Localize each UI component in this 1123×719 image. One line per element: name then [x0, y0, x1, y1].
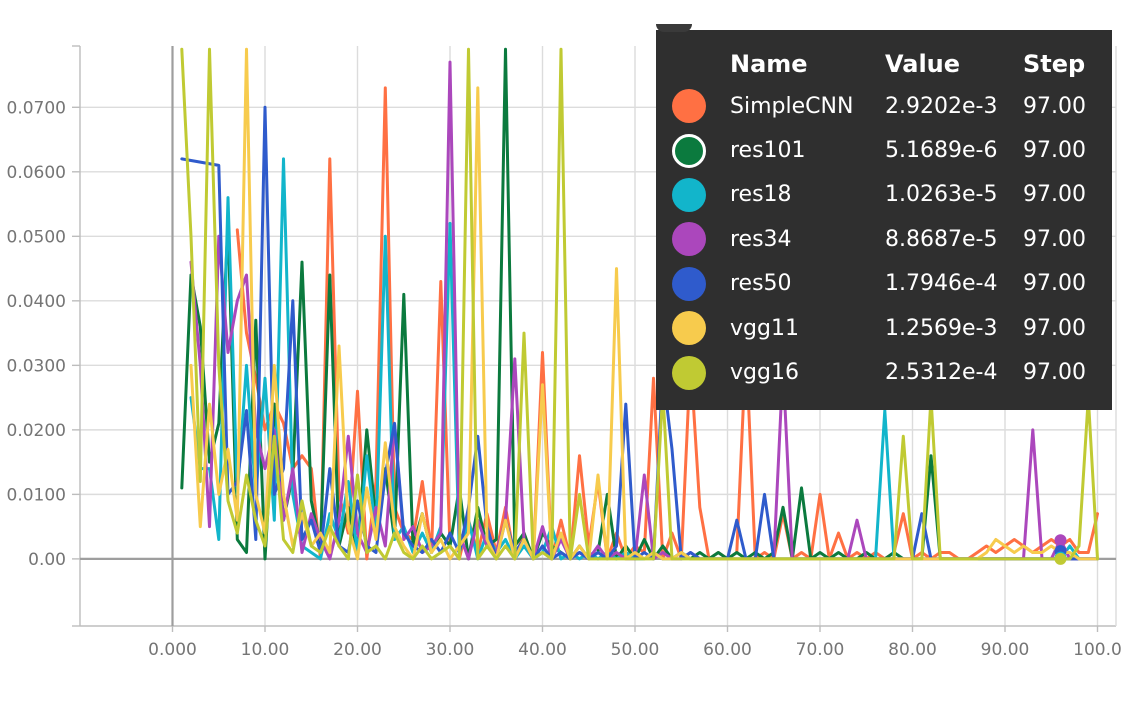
tooltip-row: res18 1.0263e-5 97.00 [656, 173, 1086, 217]
series-lines [180, 47, 1099, 561]
tooltip-step: 97.00 [1023, 315, 1086, 341]
hover-point-marker [1054, 552, 1067, 565]
tooltip-value: 2.9202e-3 [885, 93, 998, 119]
y-axis-tick-labels: 0.00 0.0100 0.0200 0.0300 0.0400 0.0500 0.0600… [7, 98, 66, 570]
x-tick-label: 90.00 [981, 640, 1030, 660]
series-color-dot [672, 311, 706, 346]
tooltip-series-name: res50 [730, 271, 792, 297]
x-tick-label: 10.00 [241, 640, 290, 660]
tooltip-table: Name Value Step SimpleCNN 2.9202e-3 97.00 r… [656, 44, 1086, 395]
tooltip-row: vgg11 1.2569e-3 97.00 [656, 306, 1086, 350]
tooltip-series-name: vgg11 [730, 315, 799, 341]
tooltip-series-name: res34 [730, 226, 792, 252]
tooltip-step: 97.00 [1023, 138, 1086, 164]
x-tick-label: 0.000 [148, 640, 197, 660]
tooltip-corner-decoration [656, 24, 692, 32]
y-tick-label: 0.0500 [7, 227, 66, 247]
y-tick-label: 0.0200 [7, 421, 66, 441]
tooltip-series-name: SimpleCNN [730, 93, 854, 119]
tooltip-value: 1.7946e-4 [885, 271, 998, 297]
hover-markers [1054, 534, 1067, 565]
tooltip-value: 1.0263e-5 [885, 182, 998, 208]
tooltip-series-name: res101 [730, 138, 806, 164]
tooltip-value: 8.8687e-5 [885, 226, 998, 252]
y-tick-label: 0.0100 [7, 485, 66, 505]
series-line-SimpleCNN [235, 86, 1099, 561]
x-tick-label: 40.00 [518, 640, 567, 660]
hover-tooltip: Name Value Step SimpleCNN 2.9202e-3 97.00 r… [656, 24, 1112, 410]
tooltip-row: res34 8.8687e-5 97.00 [656, 217, 1086, 261]
series-color-dot [672, 222, 706, 257]
tooltip-header-step: Step [1023, 50, 1086, 78]
x-tick-label: 30.00 [426, 640, 475, 660]
series-color-dot [672, 133, 706, 168]
tooltip-step: 97.00 [1023, 182, 1086, 208]
tooltip-row: res101 5.1689e-6 97.00 [656, 128, 1086, 172]
hover-point-marker [1054, 534, 1067, 547]
x-tick-label: 70.00 [796, 640, 845, 660]
tooltip-header-name: Name [730, 50, 808, 78]
tooltip-row: res50 1.7946e-4 97.00 [656, 262, 1086, 306]
tooltip-row: SimpleCNN 2.9202e-3 97.00 [656, 84, 1086, 128]
tooltip-rows: SimpleCNN 2.9202e-3 97.00 res101 5.1689e-6 97… [656, 84, 1086, 395]
series-color-dot [672, 89, 706, 124]
x-tick-label: 20.00 [333, 640, 382, 660]
tooltip-step: 97.00 [1023, 360, 1086, 386]
x-tick-label: 80.00 [888, 640, 937, 660]
x-axis-tick-labels: 0.000 10.00 20.00 30.00 40.00 50.00 60.00 70.00… [148, 640, 1122, 660]
x-tick-label: 100.0 [1073, 640, 1122, 660]
tooltip-value: 1.2569e-3 [885, 315, 998, 341]
series-line-vgg16 [180, 47, 1099, 561]
tooltip-row: vgg16 2.5312e-4 97.00 [656, 350, 1086, 394]
y-tick-label: 0.0600 [7, 163, 66, 183]
series-color-dot [672, 177, 706, 212]
y-tick-label: 0.0400 [7, 292, 66, 312]
tooltip-step: 97.00 [1023, 226, 1086, 252]
x-tick-label: 50.00 [611, 640, 660, 660]
tooltip-series-name: vgg16 [730, 360, 799, 386]
series-color-dot [672, 355, 706, 390]
tooltip-header-value: Value [885, 50, 961, 78]
tooltip-value: 2.5312e-4 [885, 360, 998, 386]
series-color-dot [672, 266, 706, 301]
y-tick-label: 0.0700 [7, 98, 66, 118]
y-tick-label: 0.00 [28, 550, 66, 570]
tooltip-header-row: Name Value Step [656, 44, 1086, 84]
y-tick-label: 0.0300 [7, 356, 66, 376]
tooltip-step: 97.00 [1023, 271, 1086, 297]
tooltip-value: 5.1689e-6 [885, 138, 998, 164]
tooltip-step: 97.00 [1023, 93, 1086, 119]
tooltip-series-name: res18 [730, 182, 792, 208]
x-tick-label: 60.00 [703, 640, 752, 660]
